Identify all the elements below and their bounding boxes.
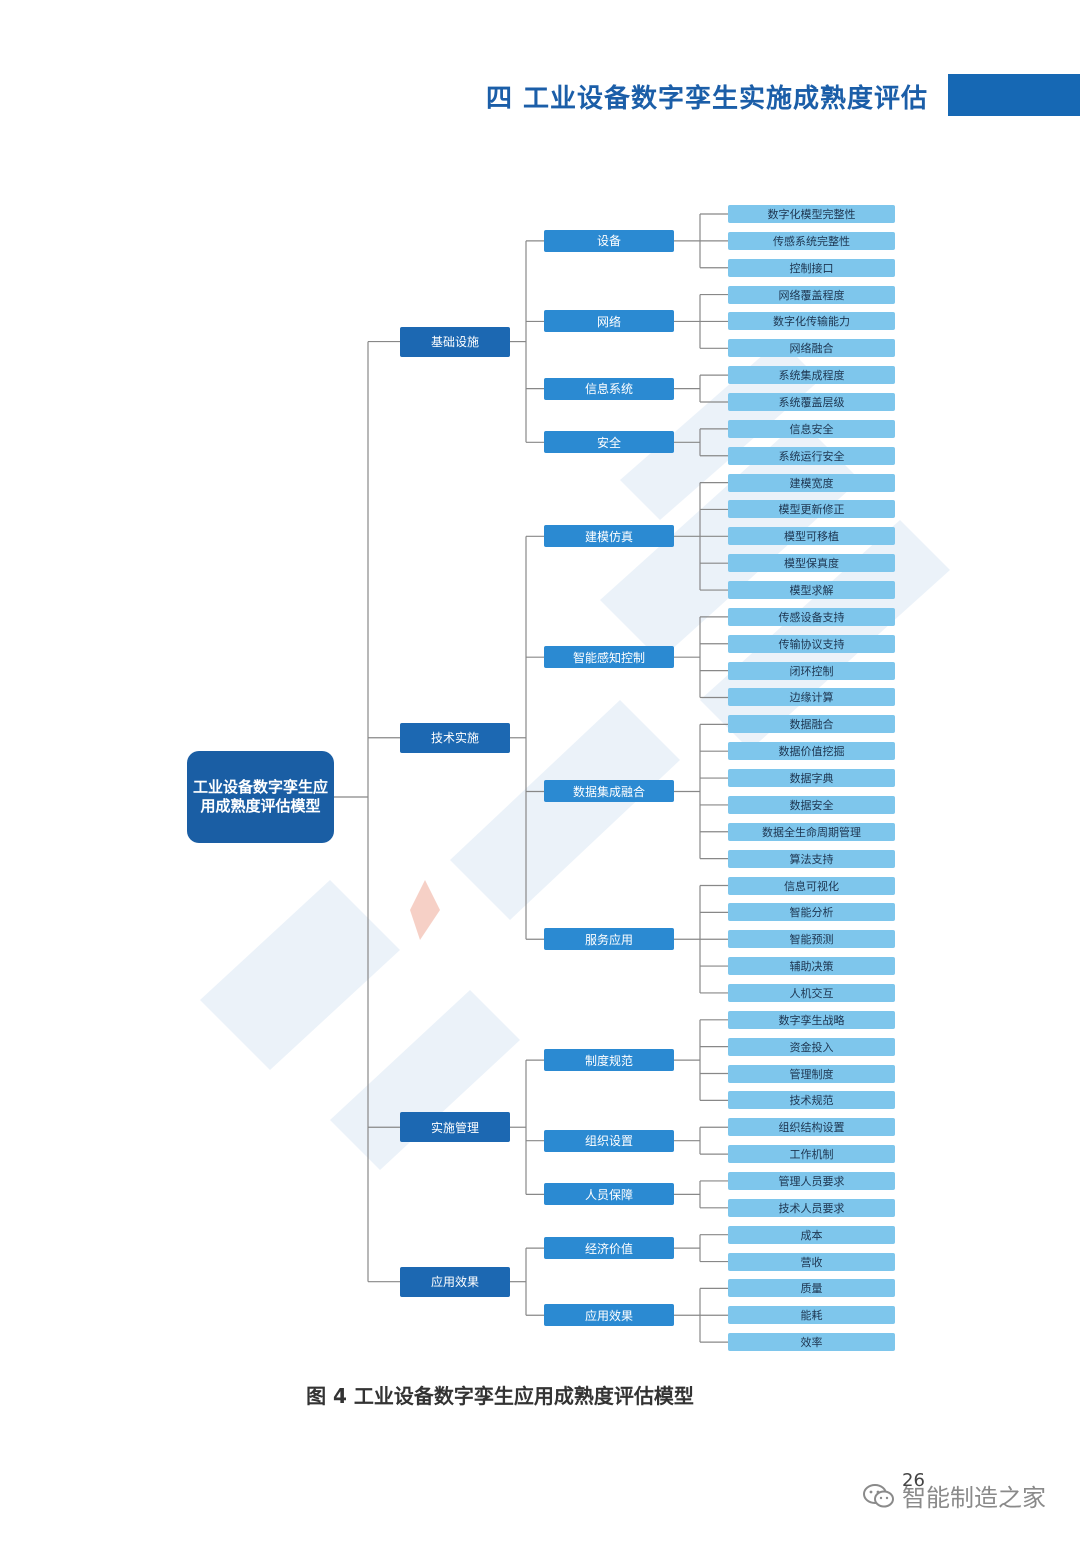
metric-box: 传感系统完整性 <box>728 231 895 250</box>
dimension-box: 建模仿真 <box>544 525 674 548</box>
metric-box: 数字化模型完整性 <box>728 205 895 223</box>
category-box: 应用效果 <box>400 1266 510 1297</box>
metric-box: 模型更新修正 <box>728 500 895 519</box>
metric-box: 传输协议支持 <box>728 634 895 653</box>
dimension-box: 智能感知控制 <box>544 646 674 669</box>
metric-box: 能耗 <box>728 1306 895 1325</box>
metric-box: 智能预测 <box>728 930 895 949</box>
dimension-box: 组织设置 <box>544 1129 674 1152</box>
metric-box: 信息可视化 <box>728 876 895 895</box>
metric-box: 数字化传输能力 <box>728 312 895 331</box>
figure-caption: 图 4 工业设备数字孪生应用成熟度评估模型 <box>0 1380 1080 1409</box>
metric-box: 资金投入 <box>728 1037 895 1056</box>
dimension-box: 数据集成融合 <box>544 780 674 803</box>
metric-box: 技术人员要求 <box>728 1198 895 1217</box>
metric-box: 网络覆盖程度 <box>728 285 895 304</box>
metric-box: 成本 <box>728 1225 895 1244</box>
metric-box: 智能分析 <box>728 903 895 922</box>
metric-box: 模型保真度 <box>728 554 895 573</box>
metric-box: 闭环控制 <box>728 661 895 680</box>
metric-box: 系统运行安全 <box>728 446 895 465</box>
metric-box: 算法支持 <box>728 849 895 868</box>
metric-box: 数据价值挖掘 <box>728 742 895 761</box>
page-section-title: 四 工业设备数字孪生实施成熟度评估 <box>485 84 928 114</box>
metric-box: 数据融合 <box>728 715 895 734</box>
metric-box: 系统覆盖层级 <box>728 393 895 412</box>
dimension-box: 应用效果 <box>544 1304 674 1327</box>
metric-box: 管理人员要求 <box>728 1171 895 1190</box>
metric-box: 控制接口 <box>728 258 895 277</box>
metric-box: 数据安全 <box>728 795 895 814</box>
metric-box: 数据字典 <box>728 769 895 788</box>
metric-box: 辅助决策 <box>728 957 895 976</box>
metric-box: 管理制度 <box>728 1064 895 1083</box>
metric-box: 建模宽度 <box>728 473 895 492</box>
metric-box: 数据全生命周期管理 <box>728 822 895 841</box>
category-box: 实施管理 <box>400 1112 510 1143</box>
metric-box: 网络融合 <box>728 339 895 358</box>
metric-box: 系统集成程度 <box>728 366 895 385</box>
footer-brand: 智能制造之家 <box>862 1478 1046 1513</box>
metric-box: 组织结构设置 <box>728 1118 895 1137</box>
wechat-icon <box>863 1483 894 1507</box>
metric-box: 营收 <box>728 1252 895 1271</box>
header-accent-bar <box>948 74 1080 116</box>
metric-box: 技术规范 <box>728 1091 895 1110</box>
page-number: 26 <box>902 1470 925 1491</box>
footer-brand-name: 智能制造之家 <box>902 1484 1046 1512</box>
dimension-box: 安全 <box>544 431 674 454</box>
category-box: 基础设施 <box>400 326 510 357</box>
dimension-box: 设备 <box>544 229 674 252</box>
dimension-box: 信息系统 <box>544 377 674 400</box>
dimension-box: 制度规范 <box>544 1049 674 1072</box>
metric-box: 效率 <box>728 1333 895 1352</box>
figure-caption-text: 图 4 工业设备数字孪生应用成熟度评估模型 <box>306 1384 694 1408</box>
category-box: 技术实施 <box>400 722 510 753</box>
metric-box: 边缘计算 <box>728 688 895 707</box>
metric-box: 模型可移植 <box>728 527 895 546</box>
metric-box: 信息安全 <box>728 419 895 438</box>
dimension-box: 经济价值 <box>544 1237 674 1260</box>
dimension-box: 服务应用 <box>544 928 674 951</box>
metric-box: 质量 <box>728 1279 895 1298</box>
dimension-box: 人员保障 <box>544 1183 674 1206</box>
metric-box: 人机交互 <box>728 983 895 1002</box>
metric-box: 工作机制 <box>728 1145 895 1164</box>
dimension-box: 网络 <box>544 310 674 333</box>
metric-box: 传感设备支持 <box>728 607 895 626</box>
root-node: 工业设备数字孪生应用成熟度评估模型 <box>187 751 334 843</box>
metric-box: 模型求解 <box>728 581 895 600</box>
metric-box: 数字孪生战略 <box>728 1010 895 1029</box>
